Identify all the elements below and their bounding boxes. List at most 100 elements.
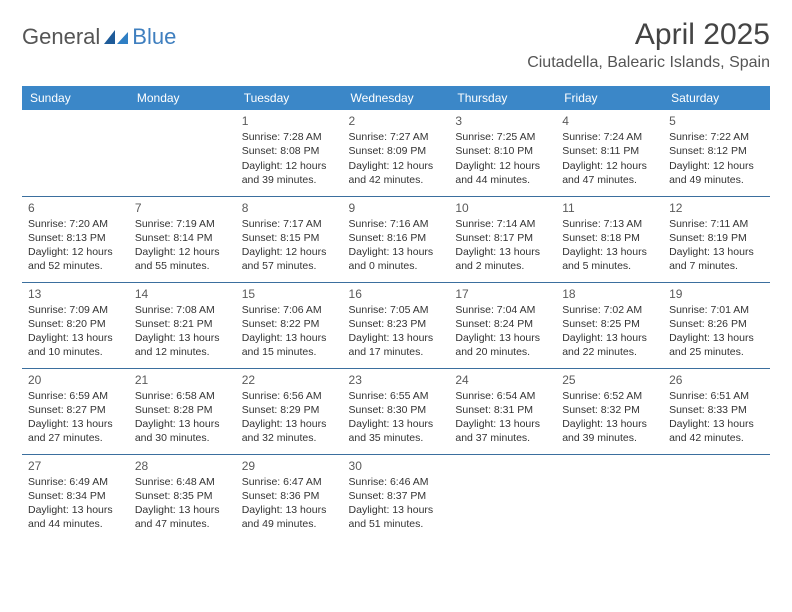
sunrise-line: Sunrise: 6:46 AM — [349, 475, 444, 489]
sunset-line: Sunset: 8:08 PM — [242, 144, 337, 158]
day-number: 27 — [28, 458, 123, 474]
day-number: 28 — [135, 458, 230, 474]
daylight-line: Daylight: 13 hours and 39 minutes. — [562, 417, 657, 445]
sunrise-line: Sunrise: 7:25 AM — [455, 130, 550, 144]
daylight-line: Daylight: 13 hours and 49 minutes. — [242, 503, 337, 531]
day-cell: 7Sunrise: 7:19 AMSunset: 8:14 PMDaylight… — [129, 196, 236, 282]
col-wednesday: Wednesday — [343, 86, 450, 110]
day-number: 21 — [135, 372, 230, 388]
calendar-row: 20Sunrise: 6:59 AMSunset: 8:27 PMDayligh… — [22, 368, 770, 454]
day-number: 20 — [28, 372, 123, 388]
day-cell: 8Sunrise: 7:17 AMSunset: 8:15 PMDaylight… — [236, 196, 343, 282]
daylight-line: Daylight: 12 hours and 39 minutes. — [242, 159, 337, 187]
daylight-line: Daylight: 12 hours and 47 minutes. — [562, 159, 657, 187]
sunrise-line: Sunrise: 7:09 AM — [28, 303, 123, 317]
sunrise-line: Sunrise: 7:16 AM — [349, 217, 444, 231]
sunset-line: Sunset: 8:30 PM — [349, 403, 444, 417]
day-cell: 20Sunrise: 6:59 AMSunset: 8:27 PMDayligh… — [22, 368, 129, 454]
brand-blue: Blue — [132, 24, 176, 50]
daylight-line: Daylight: 13 hours and 30 minutes. — [135, 417, 230, 445]
day-cell: 9Sunrise: 7:16 AMSunset: 8:16 PMDaylight… — [343, 196, 450, 282]
daylight-line: Daylight: 13 hours and 15 minutes. — [242, 331, 337, 359]
daylight-line: Daylight: 13 hours and 51 minutes. — [349, 503, 444, 531]
daylight-line: Daylight: 13 hours and 44 minutes. — [28, 503, 123, 531]
day-cell: 25Sunrise: 6:52 AMSunset: 8:32 PMDayligh… — [556, 368, 663, 454]
day-number: 13 — [28, 286, 123, 302]
daylight-line: Daylight: 13 hours and 47 minutes. — [135, 503, 230, 531]
sunrise-line: Sunrise: 7:28 AM — [242, 130, 337, 144]
sunset-line: Sunset: 8:12 PM — [669, 144, 764, 158]
day-number: 7 — [135, 200, 230, 216]
day-cell: 14Sunrise: 7:08 AMSunset: 8:21 PMDayligh… — [129, 282, 236, 368]
day-cell: 30Sunrise: 6:46 AMSunset: 8:37 PMDayligh… — [343, 454, 450, 540]
daylight-line: Daylight: 13 hours and 7 minutes. — [669, 245, 764, 273]
col-monday: Monday — [129, 86, 236, 110]
day-number: 1 — [242, 113, 337, 129]
sunrise-line: Sunrise: 6:52 AM — [562, 389, 657, 403]
sunrise-line: Sunrise: 6:55 AM — [349, 389, 444, 403]
day-cell: 19Sunrise: 7:01 AMSunset: 8:26 PMDayligh… — [663, 282, 770, 368]
daylight-line: Daylight: 13 hours and 27 minutes. — [28, 417, 123, 445]
calendar-row: 13Sunrise: 7:09 AMSunset: 8:20 PM Dayligh… — [22, 282, 770, 368]
daylight-line: Daylight: 13 hours and 37 minutes. — [455, 417, 550, 445]
sunrise-line: Sunrise: 7:27 AM — [349, 130, 444, 144]
sunrise-line: Sunrise: 7:17 AM — [242, 217, 337, 231]
col-thursday: Thursday — [449, 86, 556, 110]
day-number: 22 — [242, 372, 337, 388]
day-number: 2 — [349, 113, 444, 129]
day-cell: 3Sunrise: 7:25 AMSunset: 8:10 PMDaylight… — [449, 110, 556, 196]
empty-cell — [556, 454, 663, 540]
sunset-line: Sunset: 8:22 PM — [242, 317, 337, 331]
empty-cell — [663, 454, 770, 540]
daylight-line: Daylight: 13 hours and 20 minutes. — [455, 331, 550, 359]
sunset-line: Sunset: 8:24 PM — [455, 317, 550, 331]
sail-icon — [102, 28, 130, 46]
day-number: 23 — [349, 372, 444, 388]
sunset-line: Sunset: 8:37 PM — [349, 489, 444, 503]
sunrise-line: Sunrise: 6:56 AM — [242, 389, 337, 403]
day-cell: 22Sunrise: 6:56 AMSunset: 8:29 PMDayligh… — [236, 368, 343, 454]
daylight-line: Daylight: 12 hours and 49 minutes. — [669, 159, 764, 187]
day-cell: 2Sunrise: 7:27 AMSunset: 8:09 PMDaylight… — [343, 110, 450, 196]
daylight-line: Daylight: 12 hours and 42 minutes. — [349, 159, 444, 187]
col-friday: Friday — [556, 86, 663, 110]
day-number: 3 — [455, 113, 550, 129]
sunset-line: Sunset: 8:27 PM — [28, 403, 123, 417]
col-saturday: Saturday — [663, 86, 770, 110]
sunrise-line: Sunrise: 7:11 AM — [669, 217, 764, 231]
day-number: 16 — [349, 286, 444, 302]
day-cell: 17Sunrise: 7:04 AMSunset: 8:24 PMDayligh… — [449, 282, 556, 368]
sunrise-line: Sunrise: 7:22 AM — [669, 130, 764, 144]
day-number: 14 — [135, 286, 230, 302]
sunset-line: Sunset: 8:28 PM — [135, 403, 230, 417]
sunset-line: Sunset: 8:17 PM — [455, 231, 550, 245]
sunset-line: Sunset: 8:36 PM — [242, 489, 337, 503]
day-number: 30 — [349, 458, 444, 474]
day-number: 26 — [669, 372, 764, 388]
sunrise-line: Sunrise: 6:48 AM — [135, 475, 230, 489]
calendar-row: 6Sunrise: 7:20 AMSunset: 8:13 PMDaylight… — [22, 196, 770, 282]
day-cell: 10Sunrise: 7:14 AMSunset: 8:17 PMDayligh… — [449, 196, 556, 282]
sunset-line: Sunset: 8:20 PM — [28, 317, 123, 331]
day-cell: 1Sunrise: 7:28 AMSunset: 8:08 PMDaylight… — [236, 110, 343, 196]
sunrise-line: Sunrise: 7:19 AM — [135, 217, 230, 231]
sunrise-line: Sunrise: 7:08 AM — [135, 303, 230, 317]
day-cell: 27Sunrise: 6:49 AMSunset: 8:34 PMDayligh… — [22, 454, 129, 540]
day-number: 11 — [562, 200, 657, 216]
day-cell: 29Sunrise: 6:47 AMSunset: 8:36 PMDayligh… — [236, 454, 343, 540]
sunrise-line: Sunrise: 6:59 AM — [28, 389, 123, 403]
sunrise-line: Sunrise: 6:58 AM — [135, 389, 230, 403]
sunset-line: Sunset: 8:31 PM — [455, 403, 550, 417]
daylight-line: Daylight: 13 hours and 32 minutes. — [242, 417, 337, 445]
location-subtitle: Ciutadella, Balearic Islands, Spain — [527, 54, 770, 72]
sunset-line: Sunset: 8:26 PM — [669, 317, 764, 331]
col-sunday: Sunday — [22, 86, 129, 110]
day-number: 19 — [669, 286, 764, 302]
day-cell: 16Sunrise: 7:05 AMSunset: 8:23 PMDayligh… — [343, 282, 450, 368]
day-number: 10 — [455, 200, 550, 216]
sunset-line: Sunset: 8:34 PM — [28, 489, 123, 503]
weekday-header-row: Sunday Monday Tuesday Wednesday Thursday… — [22, 86, 770, 110]
daylight-line: Daylight: 13 hours and 25 minutes. — [669, 331, 764, 359]
brand-general: General — [22, 24, 100, 50]
daylight-line: Daylight: 12 hours and 52 minutes. — [28, 245, 123, 273]
